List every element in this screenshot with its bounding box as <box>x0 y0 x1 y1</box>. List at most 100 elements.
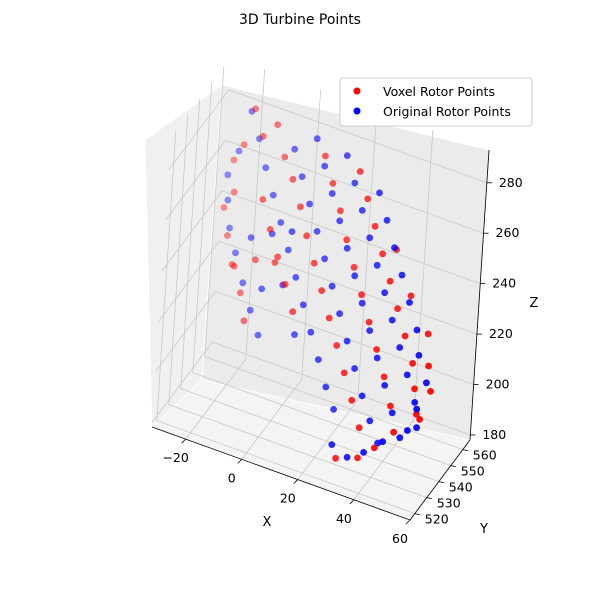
voxel-rotor-point <box>325 314 333 322</box>
voxel-rotor-point <box>386 277 394 285</box>
original-rotor-point <box>383 216 391 224</box>
original-rotor-point <box>351 272 359 280</box>
voxel-rotor-point <box>240 317 248 325</box>
original-rotor-point <box>235 147 243 155</box>
original-rotor-point <box>247 234 255 242</box>
voxel-rotor-point <box>281 280 289 288</box>
x-tick-mark <box>237 459 243 464</box>
original-rotor-point <box>291 145 299 153</box>
voxel-rotor-point <box>303 232 311 240</box>
voxel-rotor-point <box>370 444 378 452</box>
voxel-rotor-point <box>332 454 339 462</box>
z-tick-label: 260 <box>496 225 520 240</box>
voxel-rotor-point <box>281 153 289 161</box>
original-rotor-point <box>258 285 266 293</box>
original-rotor-point <box>224 171 232 179</box>
original-rotor-point <box>413 405 421 413</box>
y-tick-mark <box>414 513 420 515</box>
original-rotor-point <box>376 189 383 197</box>
original-rotor-point <box>248 107 256 115</box>
x-tick-mark <box>181 438 186 444</box>
original-rotor-point <box>343 337 351 345</box>
y-tick-mark <box>438 481 444 483</box>
z-gridline <box>168 89 488 184</box>
original-rotor-point <box>328 190 336 197</box>
x-gridline <box>297 109 378 480</box>
original-rotor-point <box>398 271 406 279</box>
voxel-rotor-point <box>289 308 297 316</box>
original-rotor-point <box>379 438 386 446</box>
original-rotor-point <box>298 173 306 181</box>
y-gridline <box>156 130 415 514</box>
original-rotor-point <box>336 310 343 318</box>
original-rotor-point <box>277 219 285 226</box>
voxel-rotor-point <box>237 289 244 297</box>
voxel-rotor-point <box>365 318 373 326</box>
x-tick-label: −20 <box>162 450 188 465</box>
y-tick-label: 550 <box>461 464 485 479</box>
voxel-rotor-point <box>380 373 388 381</box>
original-rotor-point <box>343 152 351 160</box>
voxel-rotor-point <box>407 292 415 300</box>
voxel-rotor-point <box>371 222 379 230</box>
voxel-rotor-point <box>358 291 365 299</box>
voxel-rotor-point <box>266 226 274 233</box>
y-tick-mark <box>462 449 468 451</box>
original-rotor-point <box>322 383 330 391</box>
original-rotor-point <box>413 326 421 334</box>
voxel-rotor-point <box>322 152 329 160</box>
original-rotor-point <box>388 409 396 417</box>
original-rotor-point <box>404 427 411 434</box>
original-rotor-point <box>358 392 366 400</box>
original-rotor-point <box>406 299 413 306</box>
x-axis-label: X <box>263 515 272 530</box>
voxel-rotor-point <box>364 195 372 203</box>
original-rotor-point <box>313 228 321 235</box>
original-rotor-point <box>373 261 381 269</box>
y-tick-label: 540 <box>449 480 473 495</box>
voxel-rotor-point <box>355 424 363 432</box>
original-rotor-point <box>360 449 367 456</box>
voxel-rotor-point <box>240 141 248 149</box>
original-rotor-point <box>321 162 329 170</box>
x-tick-mark <box>349 499 355 505</box>
original-rotor-point <box>396 434 404 442</box>
voxel-rotor-point <box>416 416 423 423</box>
original-rotor-point <box>239 279 247 287</box>
original-rotor-point <box>388 316 396 324</box>
voxel-rotor-point <box>329 180 337 187</box>
original-rotor-point <box>292 274 300 281</box>
original-rotor-point <box>313 135 321 143</box>
y-axis-label: Y <box>479 522 488 537</box>
original-rotor-point <box>343 453 351 461</box>
voxel-rotor-point <box>354 454 361 462</box>
y-tick-label: 560 <box>473 448 497 463</box>
voxel-rotor-point <box>394 305 401 312</box>
legend-marker-voxel <box>353 87 361 95</box>
x-tick-mark <box>293 479 299 484</box>
original-rotor-point <box>415 352 423 359</box>
voxel-rotor-point <box>228 261 236 268</box>
voxel-rotor-point <box>220 204 228 211</box>
voxel-rotor-point <box>297 203 304 211</box>
voxel-rotor-point <box>379 250 386 258</box>
z-tick-label: 180 <box>482 427 506 442</box>
voxel-rotor-point <box>413 410 420 418</box>
voxel-rotor-point <box>356 168 364 175</box>
z-gridline <box>158 240 478 335</box>
legend-marker-original <box>353 107 361 115</box>
y-tick-label: 520 <box>425 512 449 527</box>
original-rotor-point <box>381 289 389 297</box>
y-gridline <box>192 82 451 466</box>
original-rotor-point <box>366 234 374 242</box>
x-tick-label: 40 <box>336 511 352 526</box>
z-axis-label: Z <box>530 296 539 311</box>
voxel-rotor-point <box>230 156 238 164</box>
y-gridline <box>180 98 439 482</box>
original-rotor-point <box>307 328 315 336</box>
voxel-rotor-point <box>289 175 297 183</box>
voxel-rotor-point <box>340 369 348 377</box>
voxel-rotor-point <box>318 287 326 294</box>
voxel-rotor-point <box>230 188 238 196</box>
